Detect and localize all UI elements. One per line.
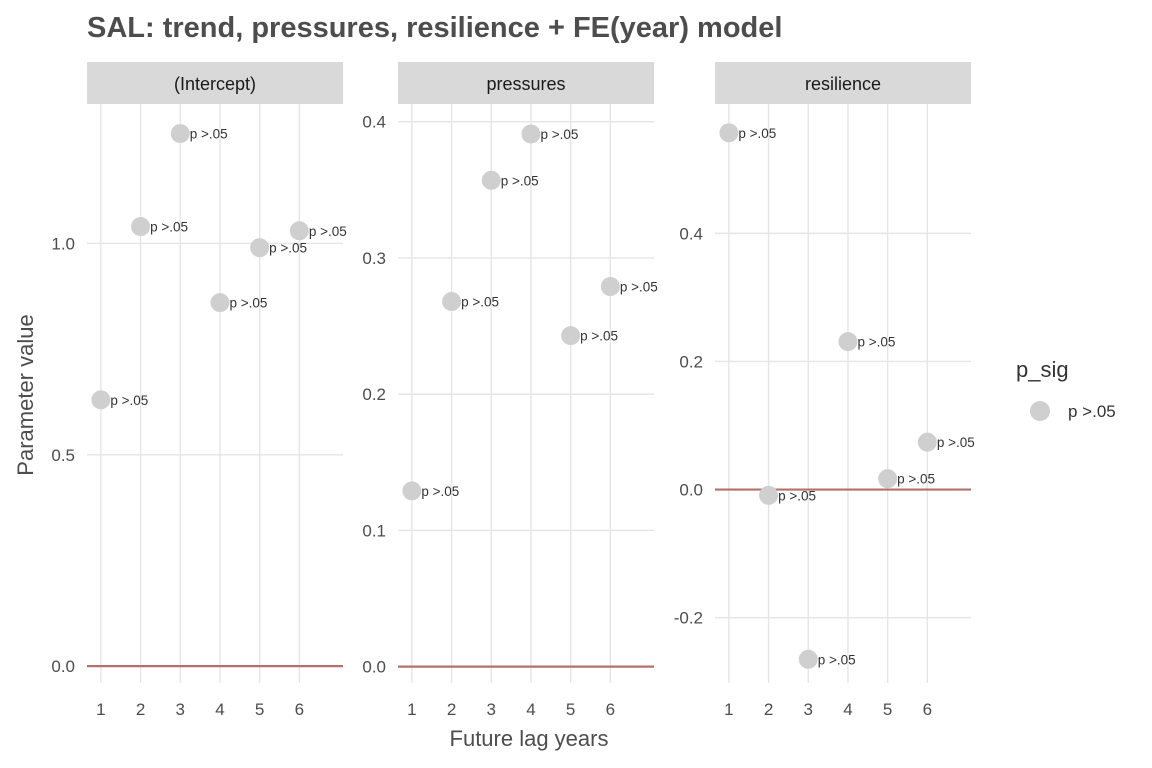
data-point-label: p >.05 — [897, 472, 935, 487]
legend-title: p_sig — [1016, 357, 1069, 382]
y-tick-label: 0.4 — [362, 113, 386, 132]
facet-strip — [715, 62, 971, 104]
data-point-label: p >.05 — [738, 126, 776, 141]
facet-panel-2: pressures 1 2 3 4 5 6 0.0 0.1 0.2 0.3 0.4 p >.05 p >.… — [362, 62, 658, 719]
data-point — [402, 481, 422, 501]
y-tick-label: 0.0 — [51, 657, 75, 676]
x-tick-label: 1 — [724, 700, 733, 719]
data-point-label: p >.05 — [229, 296, 267, 311]
facet-panels: (Intercept)1 2 3 4 5 60.00.51.0p >.05p >.05p … — [51, 62, 975, 719]
legend: p_sig p >.05 — [1016, 357, 1116, 421]
x-tick-label: 6 — [923, 700, 932, 719]
data-point-label: p >.05 — [580, 329, 618, 344]
x-tick-label: 5 — [255, 700, 264, 719]
data-point — [759, 485, 779, 505]
data-point — [719, 123, 739, 143]
data-point — [600, 277, 620, 297]
x-tick-label: 4 — [526, 700, 535, 719]
x-tick-label: 2 — [764, 700, 773, 719]
x-tick-label: 6 — [606, 700, 615, 719]
y-tick-label: 0.3 — [362, 249, 386, 268]
data-point — [442, 292, 462, 312]
data-point-label: p >.05 — [937, 435, 975, 450]
y-tick-label: 0.0 — [679, 481, 703, 500]
data-point-label: p >.05 — [818, 652, 856, 667]
y-tick-label: 0.2 — [362, 385, 386, 404]
facet-panel-1: (Intercept)1 2 3 4 5 60.00.51.0p >.05p >.05p … — [51, 62, 347, 719]
data-point-label: p >.05 — [857, 335, 895, 350]
x-tick-label: 1 — [407, 700, 416, 719]
x-tick-label: 3 — [487, 700, 496, 719]
y-tick-label: 0.0 — [362, 658, 386, 677]
data-point-label: p >.05 — [110, 393, 148, 408]
data-point — [917, 432, 937, 452]
data-point-label: p >.05 — [421, 484, 459, 499]
legend-label: p >.05 — [1068, 402, 1116, 421]
chart-title: SAL: trend, pressures, resilience + FE(y… — [87, 12, 782, 44]
data-point-label: p >.05 — [778, 488, 816, 503]
y-tick-label: 1.0 — [51, 234, 75, 253]
x-tick-label: 2 — [447, 700, 456, 719]
x-axis-title: Future lag years — [450, 726, 609, 751]
x-tick-label: 3 — [176, 700, 185, 719]
data-point — [250, 238, 270, 258]
data-point-label: p >.05 — [150, 220, 188, 235]
y-tick-label: 0.5 — [51, 446, 75, 465]
data-point-label: p >.05 — [269, 241, 307, 256]
data-point — [838, 332, 858, 352]
x-tick-label: 2 — [136, 700, 145, 719]
data-point-label: p >.05 — [461, 295, 499, 310]
x-tick-label: 4 — [215, 700, 224, 719]
data-point-label: p >.05 — [190, 127, 228, 142]
x-tick-label: 5 — [883, 700, 892, 719]
x-tick-label: 4 — [843, 700, 852, 719]
x-tick-label: 5 — [566, 700, 575, 719]
y-tick-label: 0.1 — [362, 521, 386, 540]
data-point — [878, 469, 898, 489]
data-point — [210, 293, 230, 313]
data-point — [289, 221, 309, 241]
facet-strip-label: pressures — [486, 74, 565, 94]
facet-strip-label: resilience — [805, 74, 881, 94]
legend-entries: p >.05 — [1030, 401, 1116, 421]
data-point-label: p >.05 — [540, 127, 578, 142]
data-point-label: p >.05 — [620, 280, 658, 295]
data-point — [170, 124, 190, 144]
facet-strip — [87, 62, 343, 104]
data-point — [131, 217, 151, 237]
x-tick-label: 1 — [96, 700, 105, 719]
facet-strip-label: (Intercept) — [174, 74, 256, 94]
facet-strip — [398, 62, 654, 104]
legend-key — [1030, 401, 1050, 421]
data-point — [798, 649, 818, 669]
y-axis-title: Parameter value — [13, 314, 38, 475]
data-point — [481, 170, 501, 190]
x-tick-label: 3 — [804, 700, 813, 719]
y-tick-label: -0.2 — [674, 609, 703, 628]
data-point — [91, 390, 111, 410]
x-tick-label: 6 — [295, 700, 304, 719]
data-point-label: p >.05 — [309, 224, 347, 239]
data-point — [561, 326, 581, 346]
data-point — [521, 124, 541, 144]
y-tick-label: 0.2 — [679, 352, 703, 371]
facet-panel-3: resilience 1 2 3 4 5 6 -0.2 0.0 0.2 0.4 p >.05 p >.0… — [674, 62, 975, 719]
y-tick-label: 0.4 — [679, 224, 703, 243]
data-point-label: p >.05 — [501, 173, 539, 188]
